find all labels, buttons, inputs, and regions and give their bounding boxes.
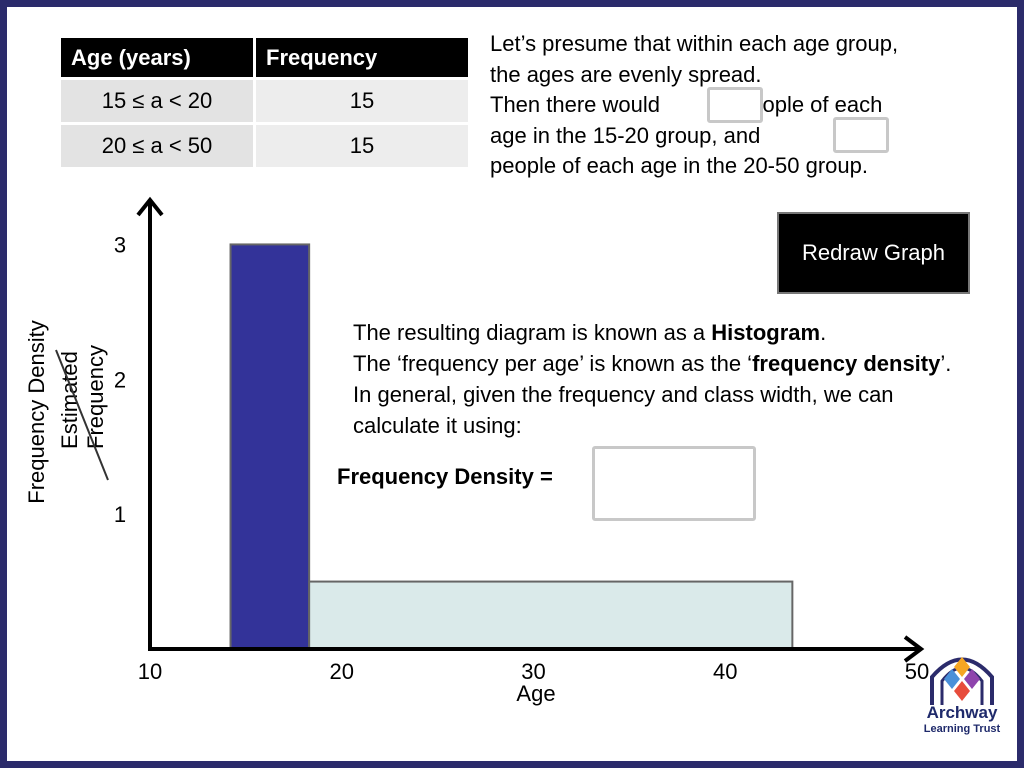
- formula-answer-box[interactable]: [592, 446, 756, 521]
- x-tick-label: 30: [521, 659, 545, 684]
- explanation-text: The resulting diagram is known as a Hist…: [353, 317, 953, 441]
- answer-box-20-50[interactable]: [833, 117, 889, 153]
- table-row: 20 ≤ a < 50 15: [61, 122, 468, 167]
- y-tick-label: 2: [114, 367, 126, 392]
- logo-subtitle: Learning Trust: [923, 723, 1001, 735]
- explanation-bold: Histogram: [711, 320, 821, 345]
- histogram-chart: 10 20 30 40 50 1 2 3 Age Frequency Density Esti…: [24, 196, 929, 706]
- y-tick-label: 3: [114, 232, 126, 257]
- intro-line: the ages are evenly spread.: [490, 61, 762, 87]
- cell-age: 20 ≤ a < 50: [61, 122, 256, 167]
- explanation-bold: frequency density: [752, 351, 941, 376]
- x-tick-label: 20: [330, 659, 354, 684]
- intro-line: Let’s presume that within each age group…: [490, 31, 899, 56]
- answer-box-15-20[interactable]: [707, 87, 763, 123]
- intro-line: age in the 15-20 group, and: [490, 122, 761, 148]
- frequency-table: Age (years) Frequency 15 ≤ a < 20 15 20 …: [61, 38, 468, 167]
- y-label-line: Estimated: [57, 351, 82, 449]
- intro-line: people of each age in the 20-50 group.: [490, 153, 868, 178]
- formula-label: Frequency Density =: [337, 464, 553, 489]
- table-row: 15 ≤ a < 20 15: [61, 77, 468, 124]
- table-header-row: Age (years) Frequency: [61, 38, 468, 79]
- histogram-bar-20-50: [308, 580, 794, 650]
- explanation-part: The ‘frequency per age’ is known as the …: [353, 351, 753, 376]
- x-axis-arrow: [903, 635, 925, 663]
- cell-age: 15 ≤ a < 20: [61, 77, 256, 124]
- intro-text: Let’s presume that within each age group…: [490, 29, 1010, 182]
- x-tick-label: 40: [713, 659, 737, 684]
- explanation-part: ’. In general, given the frequency and c…: [353, 351, 952, 438]
- explanation-part: .: [820, 320, 827, 345]
- header-age: Age (years): [61, 38, 256, 79]
- y-axis-label: Frequency Density: [24, 320, 49, 503]
- y-label-line: Frequency: [83, 345, 108, 449]
- y-axis-arrow: [136, 196, 164, 217]
- y-tick-label: 1: [114, 502, 126, 527]
- y-axis-label-crossed: Estimated Frequency: [57, 345, 108, 449]
- x-tick-label: 50: [905, 659, 929, 684]
- logo-name: Archway: [926, 703, 998, 722]
- cell-frequency: 15: [254, 122, 468, 167]
- cell-frequency: 15: [254, 77, 468, 124]
- slide: Age (years) Frequency 15 ≤ a < 20 15 20 …: [7, 7, 1017, 761]
- histogram-bar-15-20: [229, 243, 311, 651]
- intro-line-part: Then there would: [490, 92, 660, 117]
- archway-logo: Archway Learning Trust: [912, 647, 1012, 757]
- strike-through-line: [55, 349, 109, 481]
- x-axis-label: Age: [516, 681, 555, 706]
- redraw-graph-button[interactable]: Redraw Graph: [777, 212, 970, 294]
- header-frequency: Frequency: [254, 38, 468, 79]
- x-tick-label: 10: [138, 659, 162, 684]
- archway-logo-icon: [930, 657, 994, 705]
- explanation-part: The resulting diagram is known as a: [353, 320, 712, 345]
